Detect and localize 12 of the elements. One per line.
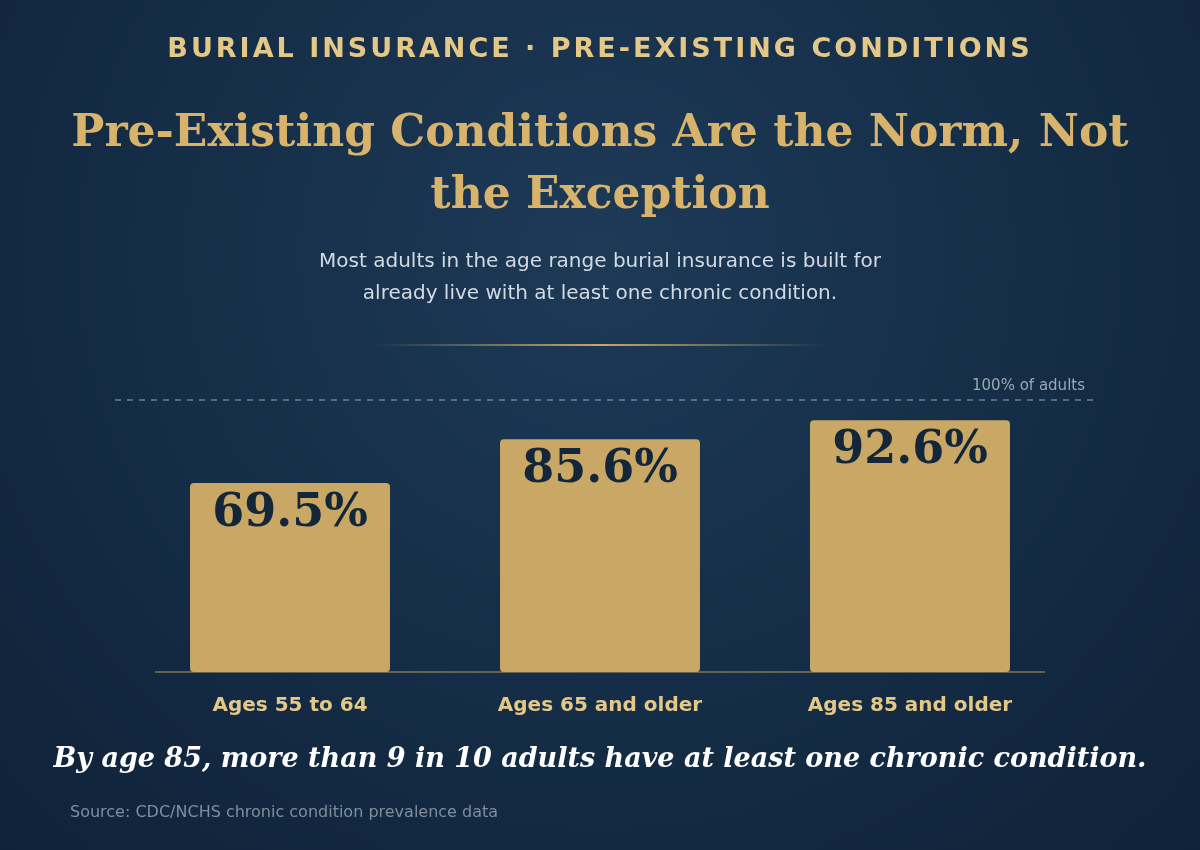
x-tick-label: Ages 65 and older [497, 692, 703, 717]
chart-title: Pre-Existing Conditions Are the Norm, Not the Exception [70, 104, 1130, 220]
data-label: 69.5% [212, 482, 368, 537]
chart-subtitle: Most adults in the age range burial insurance is built for already live with at least one chronic condition. [318, 247, 882, 306]
x-tick-label: Ages 55 to 64 [212, 692, 368, 717]
ref-line-label: 100% of adults [972, 376, 1086, 395]
source-note: Source: CDC/NCHS chronic condition prevalence data [70, 802, 499, 821]
x-tick-label: Ages 85 and older [807, 692, 1013, 717]
text: BURIAL INSURANCE · PRE-EXISTING CONDITIONS [166, 32, 1034, 63]
text: By age 85, more than 9 in 10 adults have at least one chronic condition. [52, 742, 1148, 773]
data-label: 92.6% [832, 420, 988, 475]
data-label: 85.6% [522, 439, 678, 494]
